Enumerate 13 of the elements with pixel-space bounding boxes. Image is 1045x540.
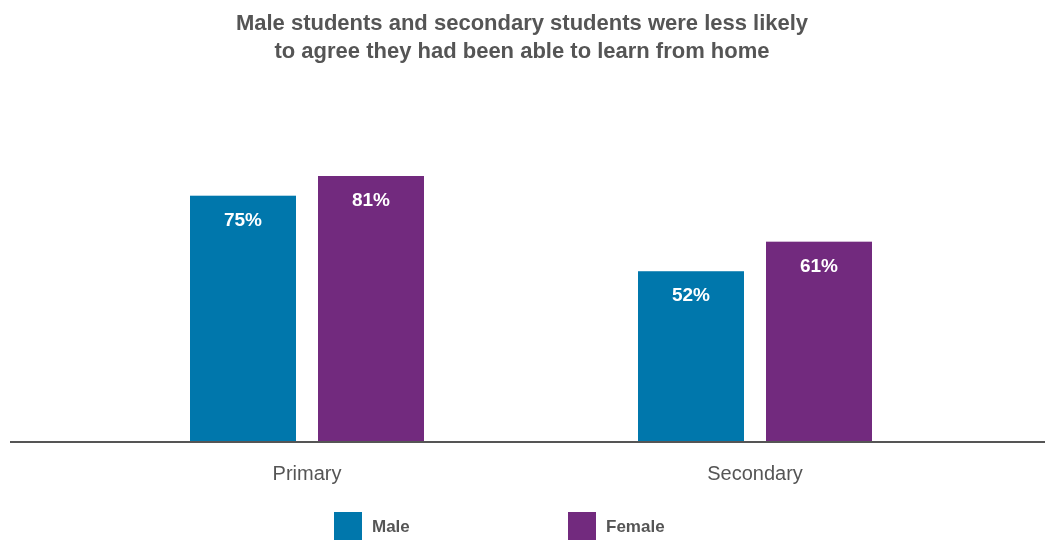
- legend-label: Female: [606, 517, 665, 536]
- data-label: 81%: [351, 189, 391, 210]
- data-label: 52%: [671, 284, 711, 306]
- data-label: 61%: [799, 254, 839, 276]
- bar: [766, 241, 872, 442]
- x-tick-label: Secondary: [707, 462, 803, 485]
- bar: [318, 176, 424, 442]
- legend-label: Male: [372, 517, 410, 536]
- x-tick-label: Primary: [272, 462, 342, 485]
- bar: [638, 271, 744, 442]
- data-label: 75%: [223, 208, 263, 230]
- bar: [190, 195, 296, 442]
- chart-title: Male students and secondary students were less likely to agree they had been able to learn from home: [235, 10, 809, 63]
